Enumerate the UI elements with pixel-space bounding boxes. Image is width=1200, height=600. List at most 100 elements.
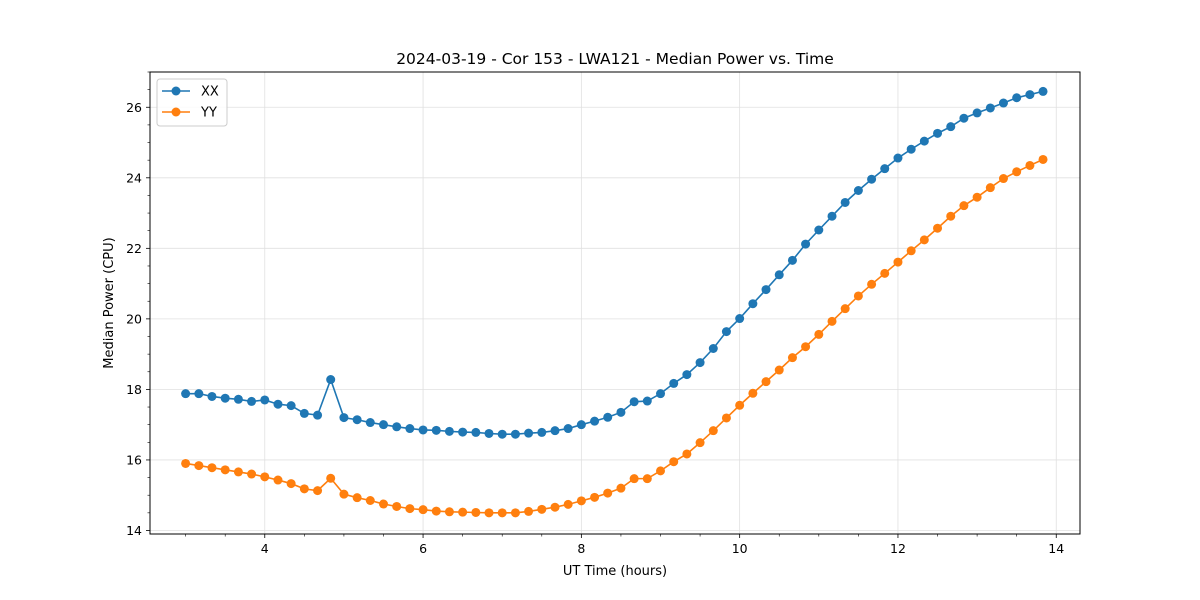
data-point-yy (524, 506, 534, 516)
x-tick-label: 14 (1048, 541, 1064, 556)
data-point-xx (972, 108, 982, 118)
data-point-yy (497, 508, 507, 518)
y-tick-label: 18 (126, 382, 142, 397)
data-point-xx (418, 425, 428, 435)
data-point-yy (550, 502, 560, 512)
data-point-yy (972, 192, 982, 202)
data-point-xx (247, 396, 257, 406)
data-point-yy (260, 472, 270, 482)
data-point-xx (181, 389, 191, 399)
data-point-xx (827, 211, 837, 221)
data-point-xx (629, 397, 639, 407)
data-point-yy (827, 316, 837, 326)
data-point-xx (339, 413, 349, 423)
data-point-xx (906, 144, 916, 154)
data-point-yy (682, 449, 692, 459)
data-point-xx (220, 393, 230, 403)
data-point-yy (642, 474, 652, 484)
data-point-yy (537, 504, 547, 514)
data-point-yy (603, 488, 613, 498)
data-point-yy (194, 461, 204, 471)
data-point-xx (260, 395, 270, 405)
data-point-xx (880, 164, 890, 174)
data-point-xx (774, 270, 784, 280)
data-point-yy (748, 388, 758, 398)
data-point-yy (181, 458, 191, 468)
x-axis-label: UT Time (hours) (563, 564, 667, 579)
data-point-xx (735, 314, 745, 324)
data-point-xx (524, 428, 534, 438)
data-point-xx (959, 113, 969, 123)
data-point-xx (273, 399, 283, 409)
data-point-xx (207, 391, 217, 401)
y-axis-label: Median Power (CPU) (102, 237, 117, 368)
x-tick-label: 8 (577, 541, 585, 556)
data-point-yy (985, 183, 995, 193)
data-point-yy (352, 493, 362, 503)
data-point-yy (933, 223, 943, 233)
y-tick-label: 20 (126, 311, 142, 326)
x-tick-label: 6 (419, 541, 427, 556)
data-point-yy (893, 257, 903, 267)
data-point-yy (576, 496, 586, 506)
data-point-yy (656, 466, 666, 476)
data-point-yy (458, 507, 468, 517)
data-point-yy (378, 499, 388, 509)
data-point-yy (563, 499, 573, 509)
legend: XX YY (156, 78, 228, 127)
data-point-yy (840, 304, 850, 314)
data-point-xx (550, 426, 560, 436)
data-point-xx (378, 420, 388, 430)
data-point-xx (576, 420, 586, 430)
data-point-yy (273, 475, 283, 485)
data-point-xx (365, 418, 375, 428)
data-point-yy (484, 508, 494, 518)
data-point-xx (405, 424, 415, 434)
y-tick-label: 16 (126, 452, 142, 467)
data-point-yy (998, 174, 1008, 184)
axis-ticks: 4 6 8 10 12 14 14 16 18 20 22 24 26 (126, 71, 1064, 556)
data-point-xx (431, 425, 441, 435)
data-point-yy (814, 329, 824, 339)
data-point-yy (959, 201, 969, 211)
data-point-yy (326, 473, 336, 483)
data-point-yy (853, 291, 863, 301)
data-point-yy (590, 492, 600, 502)
data-point-yy (801, 342, 811, 352)
data-point-xx (194, 389, 204, 399)
data-point-xx (392, 422, 402, 432)
data-point-yy (418, 505, 428, 515)
data-point-yy (919, 235, 929, 245)
data-point-xx (840, 197, 850, 207)
data-point-yy (207, 463, 217, 473)
legend-marker-xx (171, 86, 181, 96)
x-tick-label: 10 (732, 541, 748, 556)
data-point-xx (616, 407, 626, 417)
data-point-yy (233, 467, 243, 477)
data-point-xx (946, 122, 956, 132)
data-point-xx (985, 103, 995, 113)
data-point-xx (299, 408, 309, 418)
data-point-xx (656, 389, 666, 399)
data-point-yy (867, 279, 877, 289)
data-point-yy (220, 465, 230, 475)
data-point-xx (933, 128, 943, 138)
data-point-xx (537, 427, 547, 437)
data-point-xx (748, 299, 758, 309)
y-tick-label: 22 (126, 241, 142, 256)
data-point-yy (735, 400, 745, 410)
data-point-yy (313, 486, 323, 496)
data-point-xx (484, 428, 494, 438)
data-point-xx (867, 174, 877, 184)
data-point-yy (695, 438, 705, 448)
data-point-xx (801, 239, 811, 249)
data-point-xx (721, 327, 731, 337)
data-point-yy (787, 353, 797, 363)
data-point-xx (563, 424, 573, 434)
data-point-xx (233, 394, 243, 404)
grid (150, 72, 1080, 534)
data-point-xx (1038, 86, 1048, 96)
data-point-yy (1012, 167, 1022, 177)
data-point-yy (1038, 154, 1048, 164)
data-point-yy (365, 495, 375, 505)
